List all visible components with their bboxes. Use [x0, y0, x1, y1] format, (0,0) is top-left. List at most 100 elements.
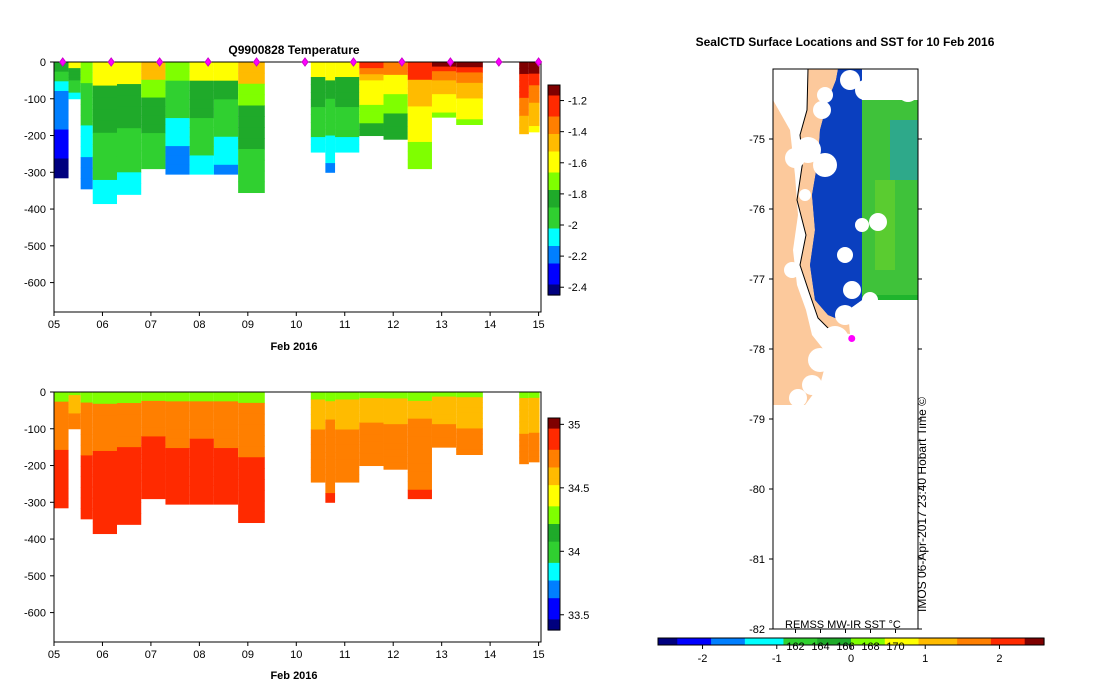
sst-colorbar-segment — [1029, 638, 1035, 645]
profile-cell — [407, 409, 432, 420]
y-tick-label: -300 — [24, 167, 46, 179]
sst-colorbar-segment — [807, 638, 813, 645]
profile-cell — [68, 95, 81, 100]
surface-location-layer — [848, 335, 856, 342]
colorbar-segment — [548, 538, 560, 543]
profile-cell — [80, 497, 93, 509]
sst-colorbar-segment — [937, 638, 944, 645]
colorbar-segment — [548, 478, 560, 483]
profile-cell — [407, 400, 432, 411]
colorbar-segment — [548, 106, 560, 111]
sst-colorbar-segment — [875, 638, 881, 645]
profile-cell — [141, 489, 166, 500]
profile-cell — [456, 62, 483, 68]
profile-cell — [359, 104, 384, 112]
colorbar-segment — [548, 95, 560, 100]
profile-cell — [431, 107, 457, 114]
colorbar-segment — [548, 148, 560, 153]
profile-cell — [68, 83, 81, 88]
profile-cell — [141, 141, 166, 152]
map-plot-area — [772, 68, 919, 630]
sst-colorbar-segment — [817, 638, 823, 645]
temperature-chart-title: Q9900828 Temperature — [228, 43, 360, 57]
profile-cell — [383, 126, 408, 134]
profile-cell — [238, 500, 265, 513]
profile-cell — [165, 392, 190, 402]
cloud-mask — [784, 68, 918, 407]
salinity-section-panel: 0 -100 -200 -300 -400 -500 -600 05 06 07 08 09 10 11… — [24, 387, 589, 682]
sst-colorbar-segment — [966, 638, 973, 645]
profile-cell — [528, 392, 540, 399]
profile-cell — [407, 141, 432, 152]
profile-cell — [68, 77, 81, 81]
colorbar-segment — [548, 263, 560, 268]
sst-colorbar-tick-label: 0 — [848, 653, 854, 665]
profile-cell — [68, 89, 81, 94]
sst-colorbar-segment — [870, 638, 876, 645]
colorbar-segment — [548, 246, 560, 251]
profile-cell — [189, 392, 214, 402]
profile-cell — [456, 438, 483, 445]
profile-cell — [116, 513, 142, 525]
salinity-colorbar: 35 34.5 34 33.5 — [547, 417, 589, 631]
profile-cell — [92, 85, 117, 98]
profile-cell — [335, 414, 360, 423]
profile-cell — [141, 62, 166, 72]
sst-colorbar-segment — [715, 638, 722, 645]
profile-cell — [189, 410, 214, 421]
sst-colorbar-segment — [986, 638, 992, 645]
profile-cell — [141, 427, 166, 437]
profile-cell — [383, 119, 408, 127]
x-tick-label: 11 — [339, 319, 350, 331]
profile-cell — [141, 79, 166, 90]
profile-cell — [189, 494, 214, 505]
colorbar-segment — [548, 172, 560, 177]
profile-cell — [335, 92, 360, 101]
profile-cell — [68, 410, 81, 414]
profile-cell — [335, 444, 360, 453]
profile-cell — [519, 103, 529, 111]
colorbar-segment — [548, 449, 560, 454]
profile-cell — [92, 97, 117, 110]
colorbar-segment — [548, 141, 560, 146]
profile-cell — [54, 440, 69, 451]
profile-cell — [407, 454, 432, 464]
temperature-x-axis: 05 06 07 08 09 10 11 12 13 14 15 — [48, 312, 545, 331]
profile-cell — [92, 439, 117, 452]
colorbar-segment — [548, 435, 560, 440]
profile-cell — [165, 485, 190, 496]
profile-cell — [238, 83, 265, 96]
profile-cell — [519, 73, 529, 81]
colorbar-segment — [548, 548, 560, 553]
sst-colorbar-segment — [947, 638, 953, 645]
profile-cell — [310, 459, 326, 468]
colorbar-segment — [548, 453, 560, 458]
sst-colorbar-segment — [667, 638, 674, 645]
profile-cell — [116, 128, 142, 140]
profile-cell — [383, 404, 408, 412]
profile-cell — [528, 120, 540, 127]
sst-colorbar-segment — [662, 638, 669, 645]
profile-cell — [407, 70, 432, 81]
profile-cell — [238, 149, 265, 161]
colorbar-segment — [548, 612, 560, 617]
profile-cell — [80, 487, 93, 499]
colorbar-segment — [548, 502, 560, 507]
profile-cell — [213, 448, 239, 458]
colorbar-tick-label: -1.8 — [568, 189, 587, 201]
y-tick-label: 0 — [40, 57, 46, 69]
profile-cell — [310, 92, 326, 101]
profile-cell — [335, 77, 360, 86]
profile-cell — [431, 419, 457, 425]
profile-cell — [165, 90, 190, 100]
profile-cell — [238, 479, 265, 491]
profile-cell — [141, 392, 166, 402]
colorbar-segment — [548, 228, 560, 233]
profile-cell — [165, 448, 190, 458]
sst-colorbar-segment — [1000, 638, 1006, 645]
profile-cell — [335, 407, 360, 416]
profile-cell — [141, 159, 166, 170]
profile-cell — [80, 508, 93, 520]
colorbar-segment — [548, 499, 560, 504]
